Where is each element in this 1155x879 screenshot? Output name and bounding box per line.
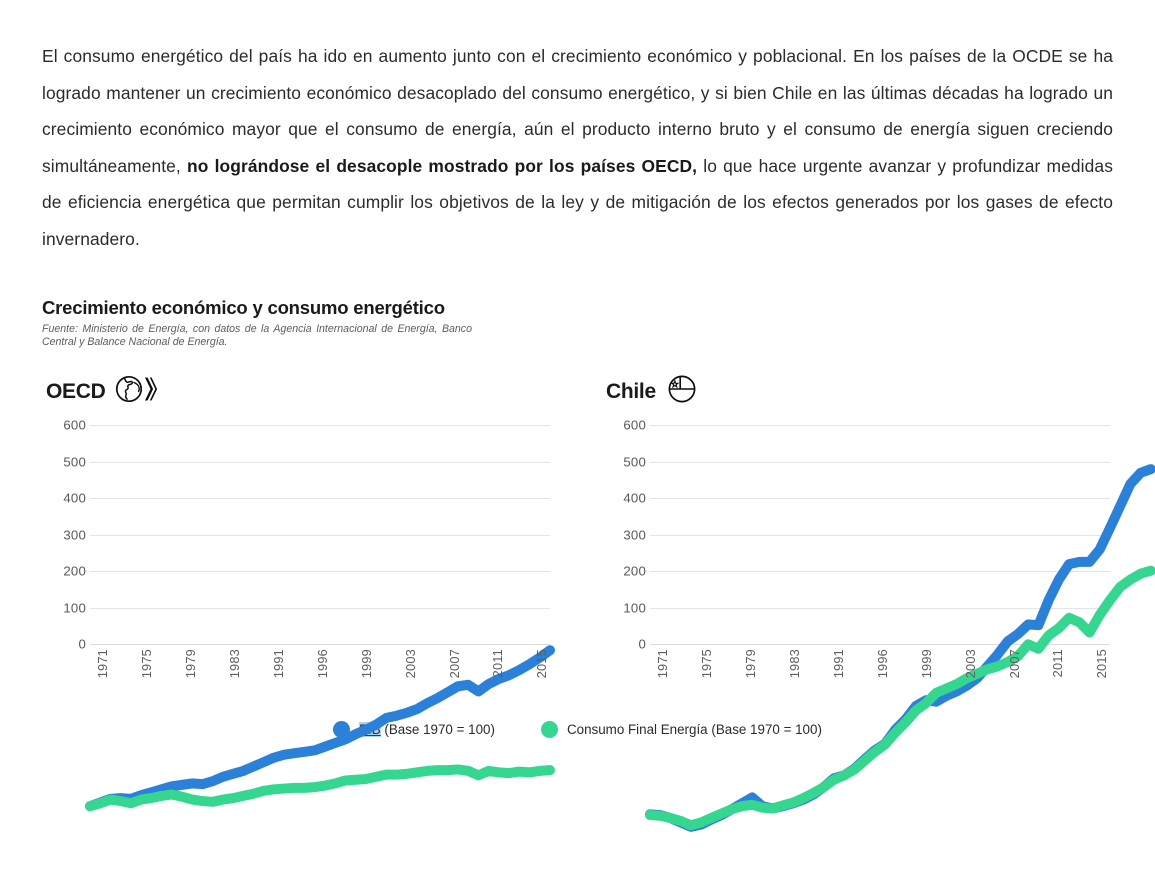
chart-oecd-header: OECD [42, 372, 553, 412]
series-line [90, 769, 550, 806]
figure-header: Crecimiento económico y consumo energéti… [42, 297, 1113, 350]
x-tick-label: 1975 [138, 648, 154, 679]
legend-label-energia: Consumo Final Energía [566, 721, 708, 737]
paragraph-text-part2: lo que hace urgente avanzar y profundiza… [42, 155, 1113, 249]
y-tick-label: 300 [623, 527, 646, 543]
chart-oecd-label: OECD [46, 379, 106, 403]
gridline [650, 571, 1110, 573]
x-tick-label: 2003 [962, 648, 978, 679]
legend-suffix-pib: (Base 1970 = 100) [380, 721, 495, 737]
y-tick-label: 0 [78, 636, 86, 652]
x-tick-label: 1971 [654, 648, 670, 679]
y-tick-label: 500 [623, 454, 646, 470]
gridline [90, 425, 550, 427]
paragraph-text-part1: El consumo energético del país ha ido en… [42, 46, 1113, 176]
x-tick-label: 1975 [698, 648, 714, 679]
x-tick-label: 1979 [742, 648, 758, 679]
chart-chile-x-axis: 1971 1975 1979 1983 1991 1996 1999 2003 … [650, 647, 1113, 703]
x-tick-label: 1983 [226, 648, 242, 679]
series-line [90, 650, 550, 806]
legend-dot-energia [540, 720, 558, 738]
chart-chile-y-axis: 600 500 400 300 200 100 0 [602, 417, 646, 652]
x-tick-label: 2011 [490, 648, 506, 678]
oecd-globe-icon [115, 374, 159, 409]
y-tick-label: 400 [623, 490, 646, 506]
y-tick-label: 0 [638, 636, 646, 652]
y-tick-label: 200 [63, 563, 86, 579]
x-tick-label: 1991 [270, 648, 286, 679]
charts-row: OECD 600 500 400 300 [42, 372, 1113, 703]
y-tick-label: 100 [63, 600, 86, 616]
gridline [90, 607, 550, 609]
x-tick-label: 2007 [1006, 648, 1022, 679]
x-tick-label: 2003 [402, 648, 418, 679]
chart-oecd-canvas [90, 419, 550, 647]
x-tick-label: 1979 [182, 648, 198, 679]
figure-title: Crecimiento económico y consumo energéti… [42, 297, 445, 318]
gridline [90, 571, 550, 573]
body-paragraph: El consumo energético del país ha ido en… [42, 38, 1113, 257]
chile-flag-circle-icon [666, 373, 700, 410]
document-page: El consumo energético del país ha ido en… [42, 38, 1155, 844]
x-tick-label: 1999 [358, 648, 374, 679]
y-tick-label: 600 [63, 417, 86, 433]
y-tick-label: 300 [63, 527, 86, 543]
gridline [90, 534, 550, 536]
chart-oecd-y-axis: 600 500 400 300 200 100 0 [42, 417, 86, 652]
series-line [650, 571, 1151, 826]
x-tick-label: 2015 [1094, 648, 1110, 679]
y-tick-label: 200 [623, 563, 646, 579]
gridline [650, 425, 1110, 427]
legend-item-energia[interactable]: Consumo Final Energía (Base 1970 = 100) [540, 720, 822, 738]
x-tick-label: 1996 [314, 648, 330, 679]
x-tick-label: 2007 [446, 648, 462, 679]
chart-oecd-series [90, 419, 550, 879]
chart-oecd-plot-area: 600 500 400 300 200 100 0 [42, 417, 553, 652]
legend-suffix-energia: (Base 1970 = 100) [707, 721, 822, 737]
chart-oecd-x-axis: 1971 1975 1979 1983 1991 1996 1999 2003 … [90, 647, 553, 703]
chart-oecd: OECD 600 500 400 300 [42, 372, 553, 703]
gridline [650, 498, 1110, 500]
x-tick-label: 1999 [918, 648, 934, 679]
chart-chile-canvas [650, 419, 1110, 647]
gridline [650, 534, 1110, 536]
x-tick-label: 1983 [786, 648, 802, 679]
x-tick-label: 2015 [534, 648, 550, 679]
figure-source: Fuente: Ministerio de Energía, con datos… [42, 323, 472, 349]
x-tick-label: 1991 [830, 648, 846, 679]
y-tick-label: 100 [623, 600, 646, 616]
gridline [90, 498, 550, 500]
gridline [90, 461, 550, 463]
paragraph-text-bold: no lográndose el desacople mostrado por … [187, 155, 698, 176]
gridline [650, 607, 1110, 609]
x-tick-label: 1971 [94, 648, 110, 679]
y-tick-label: 500 [63, 454, 86, 470]
chart-chile: Chile 600 500 400 300 200 [602, 372, 1113, 703]
gridline-baseline [90, 644, 550, 646]
gridline [650, 461, 1110, 463]
chart-chile-label: Chile [606, 379, 656, 403]
x-tick-label: 2011 [1050, 648, 1066, 678]
chart-chile-plot-area: 600 500 400 300 200 100 0 [602, 417, 1113, 652]
x-tick-label: 1996 [874, 648, 890, 679]
y-tick-label: 600 [623, 417, 646, 433]
chart-chile-series [650, 419, 1110, 879]
gridline-baseline [650, 644, 1110, 646]
chart-chile-header: Chile [602, 372, 1113, 412]
y-tick-label: 400 [63, 490, 86, 506]
